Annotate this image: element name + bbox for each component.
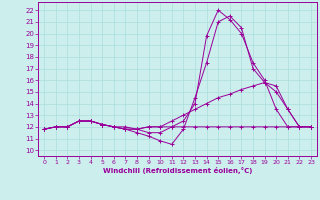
X-axis label: Windchill (Refroidissement éolien,°C): Windchill (Refroidissement éolien,°C) [103,167,252,174]
